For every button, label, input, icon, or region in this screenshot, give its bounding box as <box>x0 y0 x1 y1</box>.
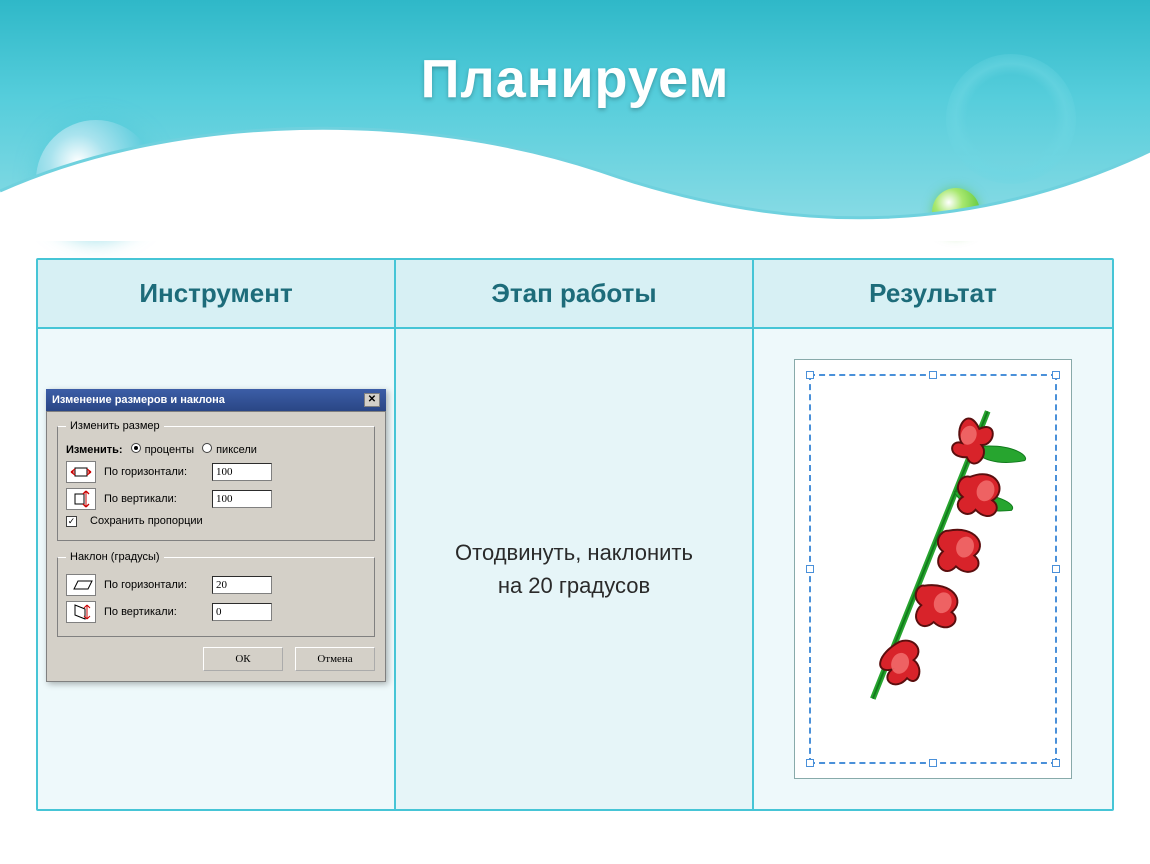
ok-button[interactable]: ОК <box>203 647 283 671</box>
row-resize-vert: По вертикали: <box>66 488 366 510</box>
resize-vert-input[interactable] <box>212 490 272 508</box>
skew-vert-label: По вертикали: <box>104 606 204 618</box>
dialog-buttons: ОК Отмена <box>57 647 375 671</box>
radio-pixels[interactable]: пиксели <box>202 443 257 456</box>
skew-horizontal-icon <box>66 574 96 596</box>
skew-horiz-input[interactable] <box>212 576 272 594</box>
flower-image <box>817 382 1049 730</box>
keep-ratio-checkbox[interactable]: ✓ <box>66 516 77 527</box>
wave-shape <box>0 101 1150 241</box>
group-skew-legend: Наклон (градусы) <box>66 551 164 563</box>
selection-border[interactable] <box>809 374 1057 764</box>
group-resize-legend: Изменить размер <box>66 420 164 432</box>
resize-horiz-input[interactable] <box>212 463 272 481</box>
selection-handle[interactable] <box>806 371 814 379</box>
col-header-result: Результат <box>754 260 1112 329</box>
selection-handle[interactable] <box>1052 759 1060 767</box>
resize-horiz-label: По горизонтали: <box>104 466 204 478</box>
cancel-button[interactable]: Отмена <box>295 647 375 671</box>
resize-skew-dialog: Изменение размеров и наклона ✕ Изменить … <box>46 389 386 682</box>
selection-handle[interactable] <box>929 371 937 379</box>
plan-table: Инструмент Этап работы Результат Изменен… <box>36 258 1114 811</box>
row-skew-horiz: По горизонтали: <box>66 574 366 596</box>
group-skew: Наклон (градусы) По горизонтали: По верт… <box>57 551 375 637</box>
resize-vert-label: По вертикали: <box>104 493 204 505</box>
col-header-step: Этап работы <box>396 260 754 329</box>
selection-handle[interactable] <box>1052 565 1060 573</box>
change-label: Изменить: <box>66 444 123 456</box>
close-icon[interactable]: ✕ <box>364 393 380 407</box>
radio-percent[interactable]: проценты <box>131 443 195 456</box>
stretch-horizontal-icon <box>66 461 96 483</box>
cell-step: Отодвинуть, наклонить на 20 градусов <box>396 329 754 809</box>
row-keep-ratio[interactable]: ✓ Сохранить пропорции <box>66 515 366 527</box>
selection-handle[interactable] <box>929 759 937 767</box>
col-header-tool: Инструмент <box>38 260 396 329</box>
dialog-title: Изменение размеров и наклона <box>52 394 225 406</box>
step-description: Отодвинуть, наклонить на 20 градусов <box>443 536 705 602</box>
keep-ratio-label: Сохранить пропорции <box>90 515 203 527</box>
dialog-titlebar[interactable]: Изменение размеров и наклона ✕ <box>46 389 386 411</box>
stretch-vertical-icon <box>66 488 96 510</box>
skew-vertical-icon <box>66 601 96 623</box>
selection-handle[interactable] <box>806 759 814 767</box>
dialog-body: Изменить размер Изменить: проценты пиксе… <box>46 411 386 682</box>
row-units: Изменить: проценты пиксели <box>66 443 366 456</box>
selection-handle[interactable] <box>806 565 814 573</box>
selection-handle[interactable] <box>1052 371 1060 379</box>
group-resize: Изменить размер Изменить: проценты пиксе… <box>57 420 375 541</box>
skew-vert-input[interactable] <box>212 603 272 621</box>
skew-horiz-label: По горизонтали: <box>104 579 204 591</box>
slide-header: Планируем <box>0 0 1150 240</box>
result-canvas <box>794 359 1072 779</box>
cell-tool: Изменение размеров и наклона ✕ Изменить … <box>38 329 396 809</box>
row-skew-vert: По вертикали: <box>66 601 366 623</box>
row-resize-horiz: По горизонтали: <box>66 461 366 483</box>
cell-result <box>754 329 1112 809</box>
